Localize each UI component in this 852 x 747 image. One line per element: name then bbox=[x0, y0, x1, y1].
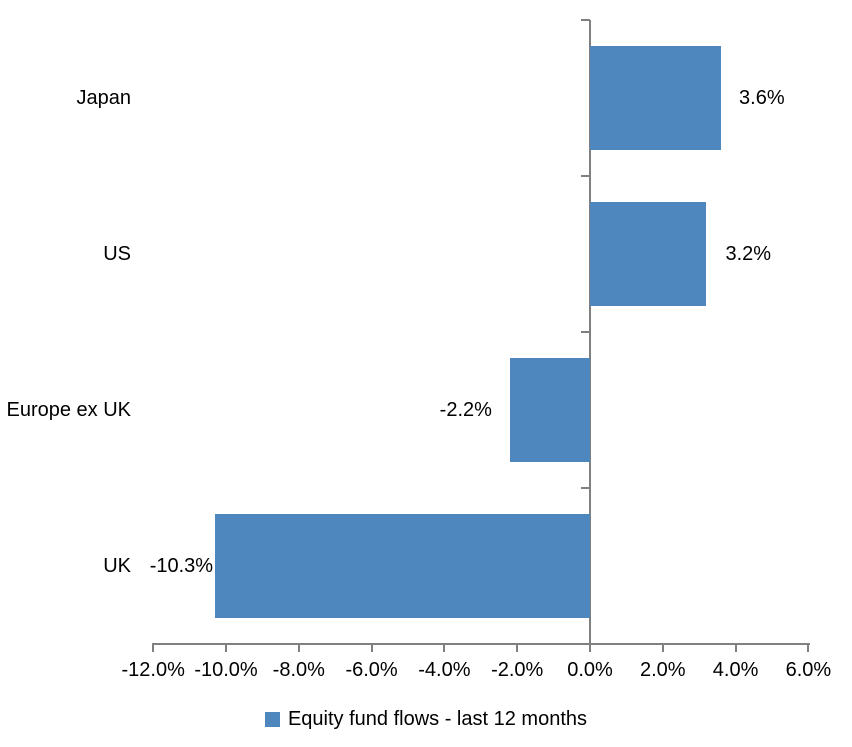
category-tick bbox=[581, 19, 590, 21]
x-tick bbox=[807, 643, 810, 652]
x-tick-label: -6.0% bbox=[345, 659, 398, 681]
category-label: Europe ex UK bbox=[6, 399, 131, 421]
x-tick-label: -10.0% bbox=[194, 659, 258, 681]
x-axis-line bbox=[152, 643, 810, 645]
category-tick bbox=[581, 487, 590, 489]
x-tick bbox=[661, 643, 664, 652]
x-tick bbox=[589, 643, 591, 652]
legend-label: Equity fund flows - last 12 months bbox=[287, 708, 588, 730]
x-tick bbox=[225, 643, 227, 652]
bar bbox=[590, 202, 707, 306]
value-label: -2.2% bbox=[439, 399, 492, 421]
category-axis-line bbox=[589, 20, 591, 645]
x-tick bbox=[152, 643, 155, 652]
value-label: -10.3% bbox=[149, 555, 214, 577]
x-tick-label: -8.0% bbox=[272, 659, 325, 681]
x-tick-label: -2.0% bbox=[491, 659, 544, 681]
x-tick-label: 0.0% bbox=[567, 659, 613, 681]
bar bbox=[215, 514, 590, 618]
x-tick bbox=[297, 643, 300, 652]
legend: Equity fund flows - last 12 months bbox=[0, 705, 852, 733]
x-tick bbox=[516, 643, 519, 652]
x-tick bbox=[370, 643, 373, 652]
x-tick-label: 2.0% bbox=[640, 659, 686, 681]
x-tick bbox=[734, 643, 737, 652]
category-tick bbox=[581, 331, 590, 333]
value-label: 3.6% bbox=[739, 87, 785, 109]
bar bbox=[509, 358, 590, 462]
bar bbox=[590, 46, 722, 150]
x-tick-label: 4.0% bbox=[712, 659, 759, 681]
x-tick bbox=[443, 643, 446, 652]
category-label: Japan bbox=[76, 87, 132, 109]
category-label: US bbox=[103, 243, 131, 265]
category-tick bbox=[581, 175, 590, 177]
x-tick-label: -12.0% bbox=[121, 659, 185, 681]
value-label: 3.2% bbox=[725, 243, 772, 265]
x-tick-label: 6.0% bbox=[785, 659, 832, 681]
x-tick-label: -4.0% bbox=[418, 659, 471, 681]
category-label: UK bbox=[103, 555, 131, 577]
legend-swatch-icon bbox=[264, 711, 280, 727]
